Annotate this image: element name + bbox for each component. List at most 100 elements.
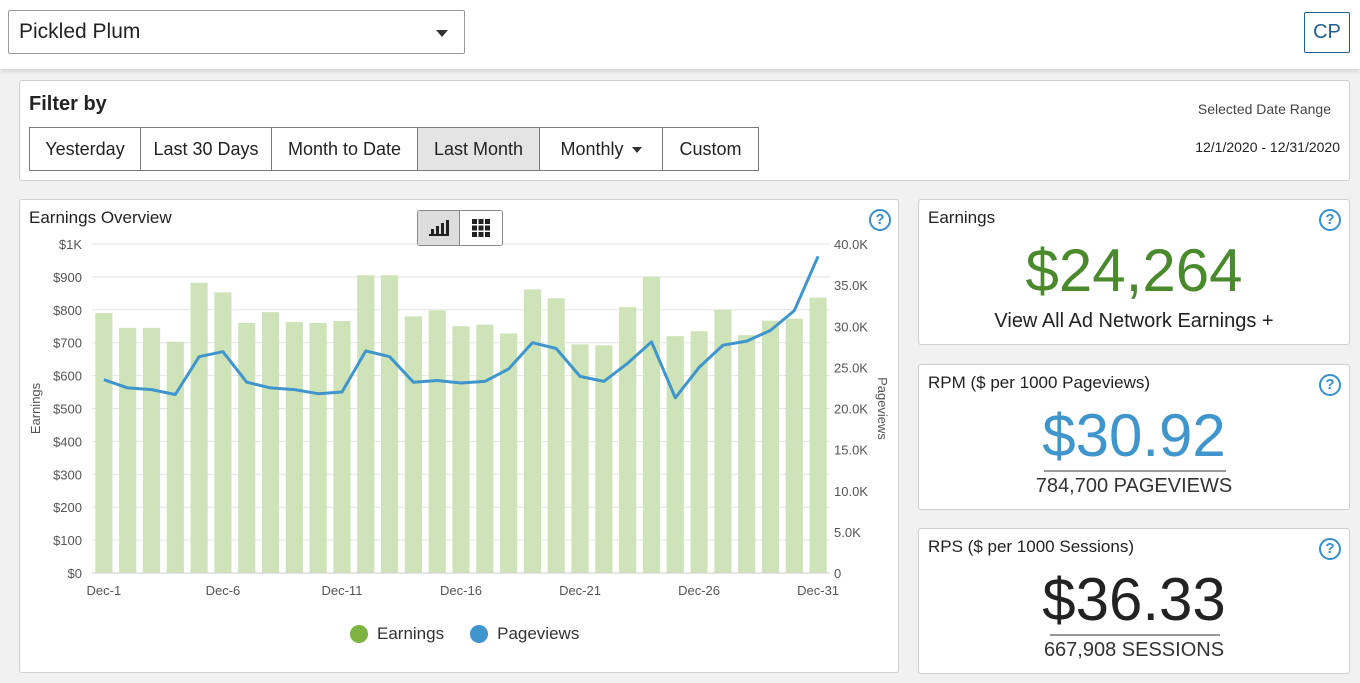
- help-icon[interactable]: ?: [869, 209, 891, 231]
- earnings-chart: $0 $100 $200 $300 $400 $500 $600 $700 $800 $900 $1…: [28, 237, 890, 598]
- bar-Dec-20: [547, 298, 565, 573]
- y-tick-label: $400: [53, 434, 82, 449]
- bar-Dec-23: [619, 307, 637, 573]
- bar-Dec-7: [238, 322, 256, 573]
- yesterday-button[interactable]: Yesterday: [29, 127, 141, 171]
- last-30-days-button[interactable]: Last 30 Days: [140, 127, 272, 171]
- bar-Dec-18: [500, 333, 518, 573]
- y-tick-label: $1K: [59, 237, 82, 252]
- view-all-earnings-link[interactable]: View All Ad Network Earnings +: [994, 310, 1274, 332]
- bar-Dec-3: [142, 327, 161, 573]
- site-select[interactable]: Pickled Plum: [8, 10, 465, 54]
- bar-Dec-12: [357, 275, 375, 573]
- pageviews-line: [103, 255, 820, 400]
- monthly-label: Monthly: [560, 139, 624, 159]
- bar-Dec-10: [309, 322, 327, 573]
- last-month-button[interactable]: Last Month: [417, 127, 540, 171]
- y2-tick-label: 0: [834, 566, 841, 581]
- bar-Dec-14: [404, 316, 422, 573]
- bar-Dec-26: [690, 331, 708, 573]
- bar-Dec-15: [428, 310, 446, 573]
- y-tick-label: $800: [53, 303, 82, 318]
- filter-panel: Filter by Yesterday Last 30 Days Month t…: [19, 80, 1350, 181]
- date-range-label: Selected Date Range: [1197, 101, 1331, 117]
- legend-pageviews[interactable]: Pageviews: [470, 624, 579, 644]
- monthly-dropdown-button[interactable]: Monthly: [539, 127, 663, 171]
- x-tick-label: Dec-31: [797, 583, 839, 598]
- bar-Dec-1: [95, 313, 113, 573]
- y-tick-label: $500: [53, 402, 82, 417]
- bar-Dec-13: [381, 275, 399, 573]
- x-tick-label: Dec-16: [440, 583, 482, 598]
- x-tick-label: Dec-1: [87, 583, 122, 598]
- rpm-panel: RPM ($ per 1000 Pageviews) ? $30.92 784,…: [918, 364, 1350, 510]
- rpm-value: $30.92: [1042, 402, 1226, 469]
- chart-view-toggle: [417, 210, 503, 246]
- x-tick-label: Dec-11: [321, 583, 362, 598]
- date-filter-buttons: Yesterday Last 30 Days Month to Date Las…: [29, 127, 759, 171]
- month-to-date-button[interactable]: Month to Date: [271, 127, 418, 171]
- sessions-total: 667,908 SESSIONS: [1043, 639, 1225, 661]
- bar-Dec-9: [285, 321, 303, 573]
- y2-tick-label: 20.0K: [834, 402, 868, 417]
- chart-legend: Earnings Pageviews: [350, 624, 605, 644]
- earnings-panel: Earnings ? $24,264 View All Ad Network E…: [918, 199, 1350, 345]
- y-tick-label: $300: [53, 467, 82, 482]
- bar-Dec-25: [666, 336, 684, 573]
- rpm-title: RPM ($ per 1000 Pageviews): [928, 373, 1151, 392]
- y-tick-label: $600: [53, 369, 82, 384]
- avatar[interactable]: CP: [1304, 12, 1350, 53]
- bar-Dec-17: [476, 324, 494, 573]
- bar-chart-icon[interactable]: [418, 211, 460, 245]
- rps-divider: [1050, 634, 1220, 636]
- top-bar: Pickled Plum CP: [0, 0, 1360, 69]
- legend-earnings[interactable]: Earnings: [350, 624, 444, 644]
- bar-Dec-24: [642, 276, 661, 573]
- help-icon[interactable]: ?: [1319, 209, 1341, 231]
- y2-tick-label: 15.0K: [834, 443, 868, 458]
- pageviews-total: 784,700 PAGEVIEWS: [1035, 475, 1233, 497]
- help-icon[interactable]: ?: [1319, 538, 1341, 560]
- bar-Dec-16: [452, 326, 470, 573]
- bar-Dec-6: [214, 292, 232, 573]
- bar-Dec-27: [714, 309, 732, 573]
- site-select-value: Pickled Plum: [19, 20, 141, 43]
- x-tick-label: Dec-6: [206, 583, 241, 598]
- chevron-down-icon: [436, 30, 448, 37]
- date-range-value: 12/1/2020 - 12/31/2020: [1195, 139, 1340, 155]
- y2-axis-label: Pageviews: [875, 377, 890, 440]
- bar-Dec-28: [738, 335, 756, 573]
- bar-Dec-29: [761, 320, 780, 573]
- earnings-value: $24,264: [1025, 237, 1243, 304]
- y-tick-label: $700: [53, 336, 82, 351]
- bar-Dec-5: [190, 282, 208, 573]
- chevron-down-icon: [631, 147, 642, 154]
- legend-earnings-label: Earnings: [377, 624, 445, 643]
- y-tick-label: $900: [53, 270, 82, 285]
- y2-tick-label: 25.0K: [834, 360, 868, 375]
- earnings-overview-title: Earnings Overview: [29, 208, 172, 227]
- y2-tick-label: 10.0K: [834, 484, 868, 499]
- bar-Dec-31: [809, 297, 827, 573]
- bar-Dec-2: [119, 327, 137, 573]
- bar-Dec-22: [595, 345, 613, 573]
- help-icon[interactable]: ?: [1319, 374, 1341, 396]
- bar-Dec-4: [166, 341, 184, 573]
- x-tick-label: Dec-26: [678, 583, 720, 598]
- bar-Dec-8: [261, 312, 280, 573]
- earnings-title: Earnings: [928, 208, 996, 227]
- y2-tick-label: 40.0K: [834, 237, 868, 252]
- y-axis-label: Earnings: [28, 382, 43, 434]
- rpm-divider: [1044, 470, 1226, 472]
- y-tick-label: $200: [53, 500, 82, 515]
- grid-icon[interactable]: [460, 211, 502, 245]
- bar-Dec-19: [523, 289, 541, 573]
- y2-tick-label: 30.0K: [834, 319, 868, 334]
- earnings-overview-panel: $0 $100 $200 $300 $400 $500 $600 $700 $800 $900 $1…: [19, 199, 899, 673]
- y2-tick-label: 35.0K: [834, 278, 868, 293]
- rps-panel: RPS ($ per 1000 Sessions) ? $36.33 667,9…: [918, 528, 1350, 674]
- earnings-dot-icon: [350, 625, 368, 643]
- custom-button[interactable]: Custom: [662, 127, 759, 171]
- rps-title: RPS ($ per 1000 Sessions): [928, 537, 1134, 556]
- y2-tick-label: 5.0K: [834, 525, 861, 540]
